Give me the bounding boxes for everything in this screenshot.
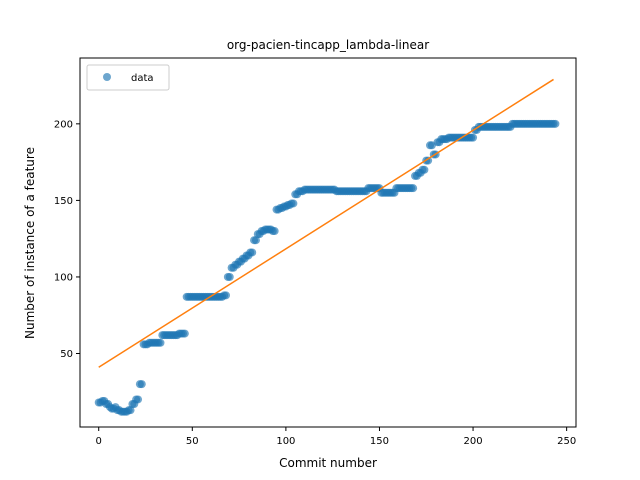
data-point-244: [551, 119, 560, 128]
data-point-176: [424, 156, 433, 165]
x-tick-label-200: 200: [464, 436, 483, 447]
y-axis-label: Number of instance of a feature: [23, 147, 37, 339]
data-point-33: [156, 338, 165, 347]
legend-marker-data: [103, 73, 111, 81]
plot-frame: [79, 57, 577, 428]
data-points: [94, 119, 560, 416]
data-point-23: [137, 380, 146, 389]
data-point-82: [248, 248, 257, 257]
fit-line-group: [98, 78, 554, 368]
legend: data: [86, 64, 170, 91]
data-point-70: [225, 272, 234, 281]
data-point-68: [221, 291, 230, 300]
x-axis-ticks: 0 50 100 150 200 250: [96, 427, 576, 447]
data-point-21: [134, 395, 143, 404]
legend-box: [86, 64, 170, 91]
data-point-84: [251, 236, 260, 245]
fit-line: [98, 78, 554, 368]
data-point-104: [289, 199, 298, 208]
x-axis-label: Commit number: [279, 456, 377, 470]
y-tick-label-50: 50: [60, 349, 73, 360]
x-tick-label-150: 150: [370, 436, 389, 447]
data-point-17: [126, 406, 135, 415]
data-point-200: [469, 133, 478, 142]
data-point-174: [420, 165, 429, 174]
x-tick-label-50: 50: [186, 436, 199, 447]
y-tick-label-200: 200: [54, 119, 73, 130]
y-tick-label-100: 100: [54, 272, 73, 283]
chart-title: org-pacien-tincapp_lambda-linear: [227, 38, 429, 52]
y-axis-ticks: 50 100 150 200: [54, 119, 80, 360]
legend-label-data: data: [131, 73, 154, 84]
data-point-46: [180, 329, 189, 338]
data-point-168: [409, 184, 418, 193]
x-tick-label-100: 100: [276, 436, 295, 447]
x-tick-label-0: 0: [96, 436, 102, 447]
data-point-94: [270, 227, 279, 236]
x-tick-label-250: 250: [557, 436, 576, 447]
y-tick-label-150: 150: [54, 196, 73, 207]
